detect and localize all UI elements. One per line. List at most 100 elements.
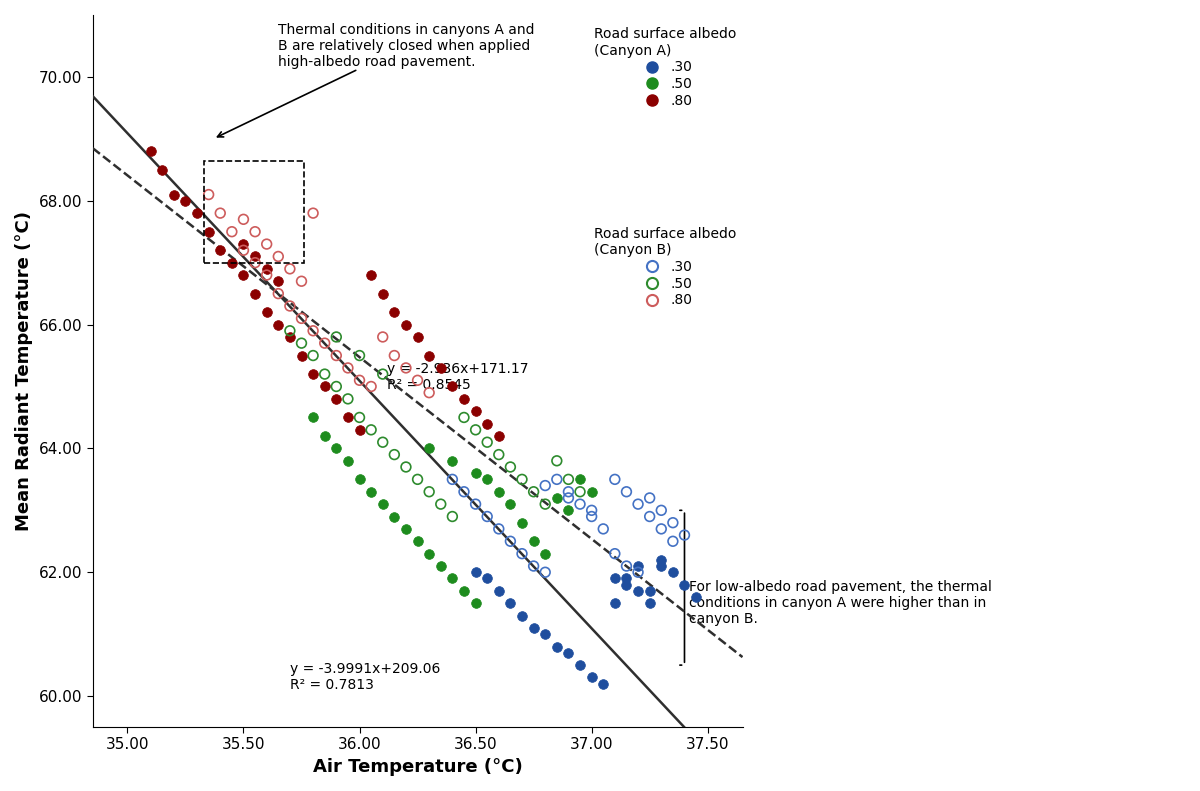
Text: For low-albedo road pavement, the thermal
conditions in canyon A were higher tha: For low-albedo road pavement, the therma… <box>689 580 992 626</box>
Point <box>605 473 624 486</box>
Point <box>350 473 370 486</box>
Point <box>316 368 335 380</box>
Point <box>500 460 520 473</box>
Point <box>326 331 346 343</box>
Point <box>500 597 520 610</box>
Point <box>304 349 323 361</box>
Point <box>361 486 380 498</box>
Point <box>234 269 253 282</box>
Point <box>199 225 218 238</box>
Point <box>292 312 311 325</box>
Point <box>559 486 578 498</box>
Point <box>629 566 648 578</box>
Point <box>443 572 462 585</box>
Point <box>547 473 566 486</box>
Point <box>455 411 474 424</box>
Point <box>176 195 196 207</box>
Point <box>281 300 300 312</box>
Point <box>222 256 241 269</box>
Point <box>466 423 485 436</box>
Point <box>582 672 601 684</box>
Point <box>373 331 392 343</box>
Point <box>629 560 648 573</box>
Point <box>652 504 671 517</box>
Point <box>466 566 485 578</box>
Point <box>512 517 532 529</box>
Point <box>524 486 544 498</box>
Point <box>443 510 462 523</box>
Point <box>187 206 206 219</box>
Point <box>385 306 404 319</box>
Point <box>373 368 392 380</box>
Point <box>385 448 404 461</box>
Point <box>269 318 288 331</box>
Point <box>304 324 323 337</box>
Point <box>257 269 276 282</box>
Point <box>396 361 415 374</box>
Point <box>664 566 683 578</box>
Point <box>373 436 392 448</box>
Point <box>281 324 300 337</box>
Point <box>292 275 311 288</box>
Point <box>617 486 636 498</box>
Point <box>246 256 265 269</box>
Point <box>246 250 265 263</box>
Point <box>408 535 427 547</box>
Point <box>570 473 589 486</box>
Point <box>512 547 532 560</box>
Point <box>152 164 172 176</box>
Point <box>361 269 380 282</box>
Point <box>490 430 509 442</box>
Point <box>304 411 323 424</box>
Point <box>686 591 706 604</box>
Point <box>350 374 370 387</box>
Point <box>535 498 554 510</box>
Point <box>304 206 323 219</box>
Point <box>408 331 427 343</box>
Point <box>582 486 601 498</box>
Point <box>664 535 683 547</box>
Text: y = -3.9991x+209.06
R² = 0.7813: y = -3.9991x+209.06 R² = 0.7813 <box>290 662 440 692</box>
Point <box>164 188 184 201</box>
Point <box>490 448 509 461</box>
Point <box>396 318 415 331</box>
Point <box>269 250 288 263</box>
Point <box>535 547 554 560</box>
Point <box>478 436 497 448</box>
Point <box>338 392 358 405</box>
Point <box>490 523 509 536</box>
Point <box>652 523 671 536</box>
Point <box>535 628 554 641</box>
Point <box>361 380 380 393</box>
Point <box>420 486 439 498</box>
Point <box>234 238 253 251</box>
Point <box>361 423 380 436</box>
Point <box>385 510 404 523</box>
Point <box>326 392 346 405</box>
Point <box>478 418 497 430</box>
Point <box>246 287 265 300</box>
Point <box>455 486 474 498</box>
Point <box>350 423 370 436</box>
Point <box>234 244 253 256</box>
Point <box>570 659 589 672</box>
Point <box>570 498 589 510</box>
Point <box>408 473 427 486</box>
Point <box>257 263 276 275</box>
Point <box>281 331 300 343</box>
Point <box>222 225 241 238</box>
Point <box>490 486 509 498</box>
Point <box>559 646 578 659</box>
Point <box>605 547 624 560</box>
Point <box>316 337 335 350</box>
Point <box>443 455 462 467</box>
Point <box>373 287 392 300</box>
Point <box>420 386 439 399</box>
Point <box>234 213 253 225</box>
Point <box>396 523 415 536</box>
Point <box>640 510 659 523</box>
Point <box>408 374 427 387</box>
Point <box>443 380 462 393</box>
Point <box>338 411 358 424</box>
Point <box>594 677 613 690</box>
